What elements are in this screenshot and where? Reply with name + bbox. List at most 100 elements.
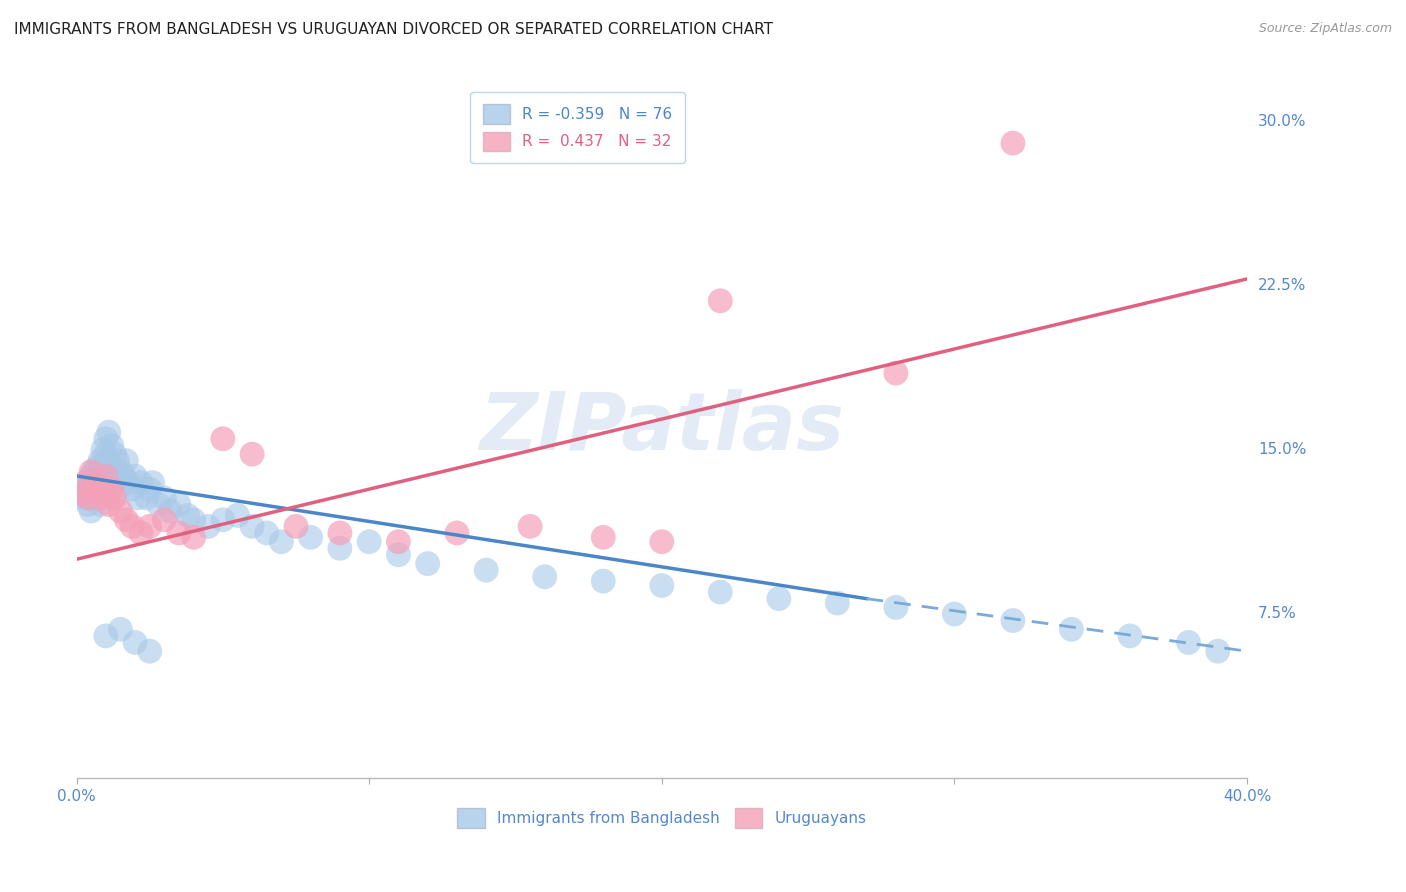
Point — [148, 498, 170, 512]
Text: 7.5%: 7.5% — [1258, 607, 1296, 622]
Point — [446, 525, 468, 540]
Point — [651, 578, 673, 592]
Point — [768, 591, 790, 606]
Point — [83, 465, 105, 479]
Point — [1001, 614, 1024, 628]
Point — [943, 607, 966, 621]
Point — [651, 534, 673, 549]
Point — [89, 498, 111, 512]
Point — [107, 482, 129, 496]
Point — [115, 513, 138, 527]
Point — [138, 519, 160, 533]
Text: 22.5%: 22.5% — [1258, 278, 1306, 293]
Point — [270, 534, 292, 549]
Point — [167, 498, 190, 512]
Point — [100, 482, 122, 496]
Point — [91, 442, 114, 457]
Point — [86, 475, 108, 490]
Point — [285, 519, 308, 533]
Point — [121, 482, 143, 496]
Point — [153, 491, 176, 505]
Point — [104, 475, 127, 490]
Point — [80, 486, 103, 500]
Point — [1177, 635, 1199, 649]
Point — [72, 491, 94, 505]
Point — [75, 482, 97, 496]
Point — [94, 432, 117, 446]
Point — [177, 508, 200, 523]
Point — [86, 482, 108, 496]
Point — [83, 491, 105, 505]
Point — [89, 491, 111, 505]
Point — [94, 629, 117, 643]
Point — [299, 530, 322, 544]
Point — [129, 525, 152, 540]
Point — [183, 513, 205, 527]
Point — [100, 438, 122, 452]
Point — [86, 460, 108, 475]
Point — [159, 504, 181, 518]
Point — [475, 563, 498, 577]
Point — [110, 465, 132, 479]
Point — [592, 574, 614, 588]
Point — [86, 469, 108, 483]
Point — [89, 453, 111, 467]
Point — [75, 475, 97, 490]
Point — [1060, 623, 1083, 637]
Point — [167, 525, 190, 540]
Text: 15.0%: 15.0% — [1258, 442, 1306, 458]
Point — [91, 460, 114, 475]
Point — [416, 557, 439, 571]
Point — [89, 469, 111, 483]
Point — [107, 453, 129, 467]
Point — [329, 541, 352, 556]
Point — [124, 635, 146, 649]
Point — [100, 469, 122, 483]
Point — [519, 519, 541, 533]
Point — [83, 475, 105, 490]
Point — [138, 644, 160, 658]
Point — [115, 453, 138, 467]
Point — [97, 425, 120, 440]
Point — [226, 508, 249, 523]
Point — [212, 432, 235, 446]
Point — [183, 530, 205, 544]
Legend: Immigrants from Bangladesh, Uruguayans: Immigrants from Bangladesh, Uruguayans — [451, 802, 873, 834]
Point — [104, 491, 127, 505]
Point — [884, 600, 907, 615]
Point — [240, 447, 263, 461]
Point — [94, 482, 117, 496]
Point — [112, 469, 135, 483]
Point — [387, 534, 409, 549]
Point — [153, 513, 176, 527]
Point — [1001, 136, 1024, 150]
Point — [77, 498, 100, 512]
Text: Source: ZipAtlas.com: Source: ZipAtlas.com — [1258, 22, 1392, 36]
Point — [97, 498, 120, 512]
Point — [72, 486, 94, 500]
Point — [129, 475, 152, 490]
Point — [110, 623, 132, 637]
Point — [121, 519, 143, 533]
Point — [77, 491, 100, 505]
Text: IMMIGRANTS FROM BANGLADESH VS URUGUAYAN DIVORCED OR SEPARATED CORRELATION CHART: IMMIGRANTS FROM BANGLADESH VS URUGUAYAN … — [14, 22, 773, 37]
Point — [827, 596, 849, 610]
Point — [212, 513, 235, 527]
Point — [709, 293, 731, 308]
Point — [387, 548, 409, 562]
Point — [1119, 629, 1142, 643]
Point — [127, 491, 149, 505]
Point — [884, 366, 907, 380]
Point — [124, 469, 146, 483]
Point — [94, 447, 117, 461]
Point — [135, 491, 157, 505]
Point — [104, 447, 127, 461]
Point — [110, 504, 132, 518]
Point — [97, 453, 120, 467]
Point — [80, 469, 103, 483]
Text: ZIPatlas: ZIPatlas — [479, 389, 844, 467]
Point — [197, 519, 219, 533]
Point — [240, 519, 263, 533]
Point — [80, 465, 103, 479]
Point — [91, 475, 114, 490]
